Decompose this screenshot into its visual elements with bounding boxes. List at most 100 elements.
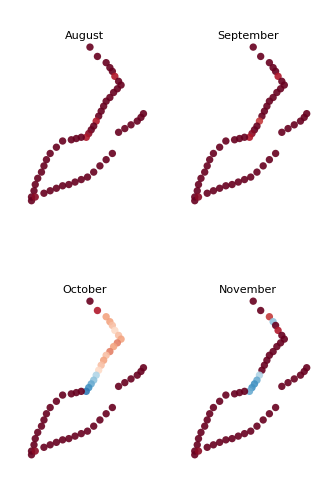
Point <box>254 168 260 176</box>
Point <box>111 88 116 96</box>
Point <box>264 356 270 364</box>
Point <box>41 416 46 424</box>
Point <box>278 339 283 347</box>
Point <box>29 193 34 201</box>
Point <box>107 318 113 326</box>
Point <box>44 156 49 164</box>
Point <box>29 447 34 455</box>
Point <box>79 388 84 396</box>
Point <box>276 72 281 80</box>
Point <box>95 306 100 314</box>
Point <box>87 297 93 305</box>
Point <box>85 427 90 435</box>
Point <box>138 114 144 122</box>
Point <box>107 348 113 356</box>
Point <box>138 368 144 376</box>
Point <box>262 107 267 115</box>
Point <box>60 137 65 145</box>
Point <box>97 416 103 424</box>
Point <box>223 137 228 145</box>
Point <box>198 428 204 436</box>
Point <box>122 378 127 386</box>
Point <box>254 122 260 130</box>
Point <box>252 126 257 134</box>
Point <box>261 162 266 170</box>
Point <box>86 384 91 392</box>
Point <box>271 348 276 356</box>
Point <box>101 356 106 364</box>
Point <box>116 382 121 390</box>
Point <box>257 117 262 125</box>
Point <box>205 416 210 424</box>
Point <box>110 404 115 411</box>
Point <box>286 124 291 132</box>
Point <box>249 130 255 138</box>
Point <box>116 128 121 136</box>
Point <box>223 436 228 444</box>
Point <box>279 332 285 340</box>
Point <box>104 156 109 164</box>
Point <box>196 193 201 201</box>
Point <box>86 130 91 138</box>
Point <box>195 441 200 449</box>
Point <box>104 97 109 105</box>
Point <box>211 150 216 158</box>
Point <box>104 410 109 418</box>
Point <box>232 136 237 144</box>
Point <box>95 52 100 60</box>
Point <box>107 64 113 72</box>
Point <box>195 187 200 195</box>
Point <box>112 72 118 80</box>
Point <box>207 410 212 418</box>
Point <box>298 371 303 379</box>
Point <box>74 388 79 396</box>
Point <box>96 366 101 374</box>
Point <box>217 438 222 446</box>
Point <box>33 180 38 188</box>
Point <box>74 134 79 142</box>
Point <box>47 187 53 195</box>
Point <box>286 378 291 386</box>
Point <box>205 190 210 198</box>
Point <box>237 388 242 396</box>
Point <box>69 136 74 144</box>
Point <box>273 404 278 411</box>
Point <box>211 404 216 411</box>
Point <box>282 335 287 343</box>
Point <box>91 376 96 384</box>
Point <box>116 332 121 340</box>
Point <box>116 78 121 86</box>
Point <box>104 58 109 66</box>
Point <box>211 441 216 449</box>
Point <box>91 168 96 176</box>
Point <box>79 134 84 141</box>
Point <box>248 427 253 435</box>
Point <box>66 434 71 442</box>
Point <box>264 102 270 110</box>
Point <box>69 390 74 398</box>
Point <box>271 64 276 72</box>
Point <box>99 107 104 115</box>
Point <box>29 196 34 204</box>
Point <box>223 182 228 190</box>
Point <box>242 430 247 438</box>
Point <box>254 422 260 430</box>
Point <box>202 422 208 430</box>
Point <box>261 416 266 424</box>
Point <box>97 162 103 170</box>
Point <box>54 184 59 192</box>
Point <box>115 85 120 93</box>
Point <box>217 184 222 192</box>
Point <box>91 422 96 430</box>
Point <box>192 196 198 204</box>
Point <box>35 428 41 436</box>
Title: August: August <box>65 30 104 40</box>
Point <box>247 134 252 141</box>
Point <box>202 168 208 176</box>
Point <box>60 436 65 444</box>
Point <box>273 322 278 330</box>
Point <box>196 447 201 455</box>
Point <box>267 312 272 320</box>
Point <box>207 156 212 164</box>
Point <box>94 117 99 125</box>
